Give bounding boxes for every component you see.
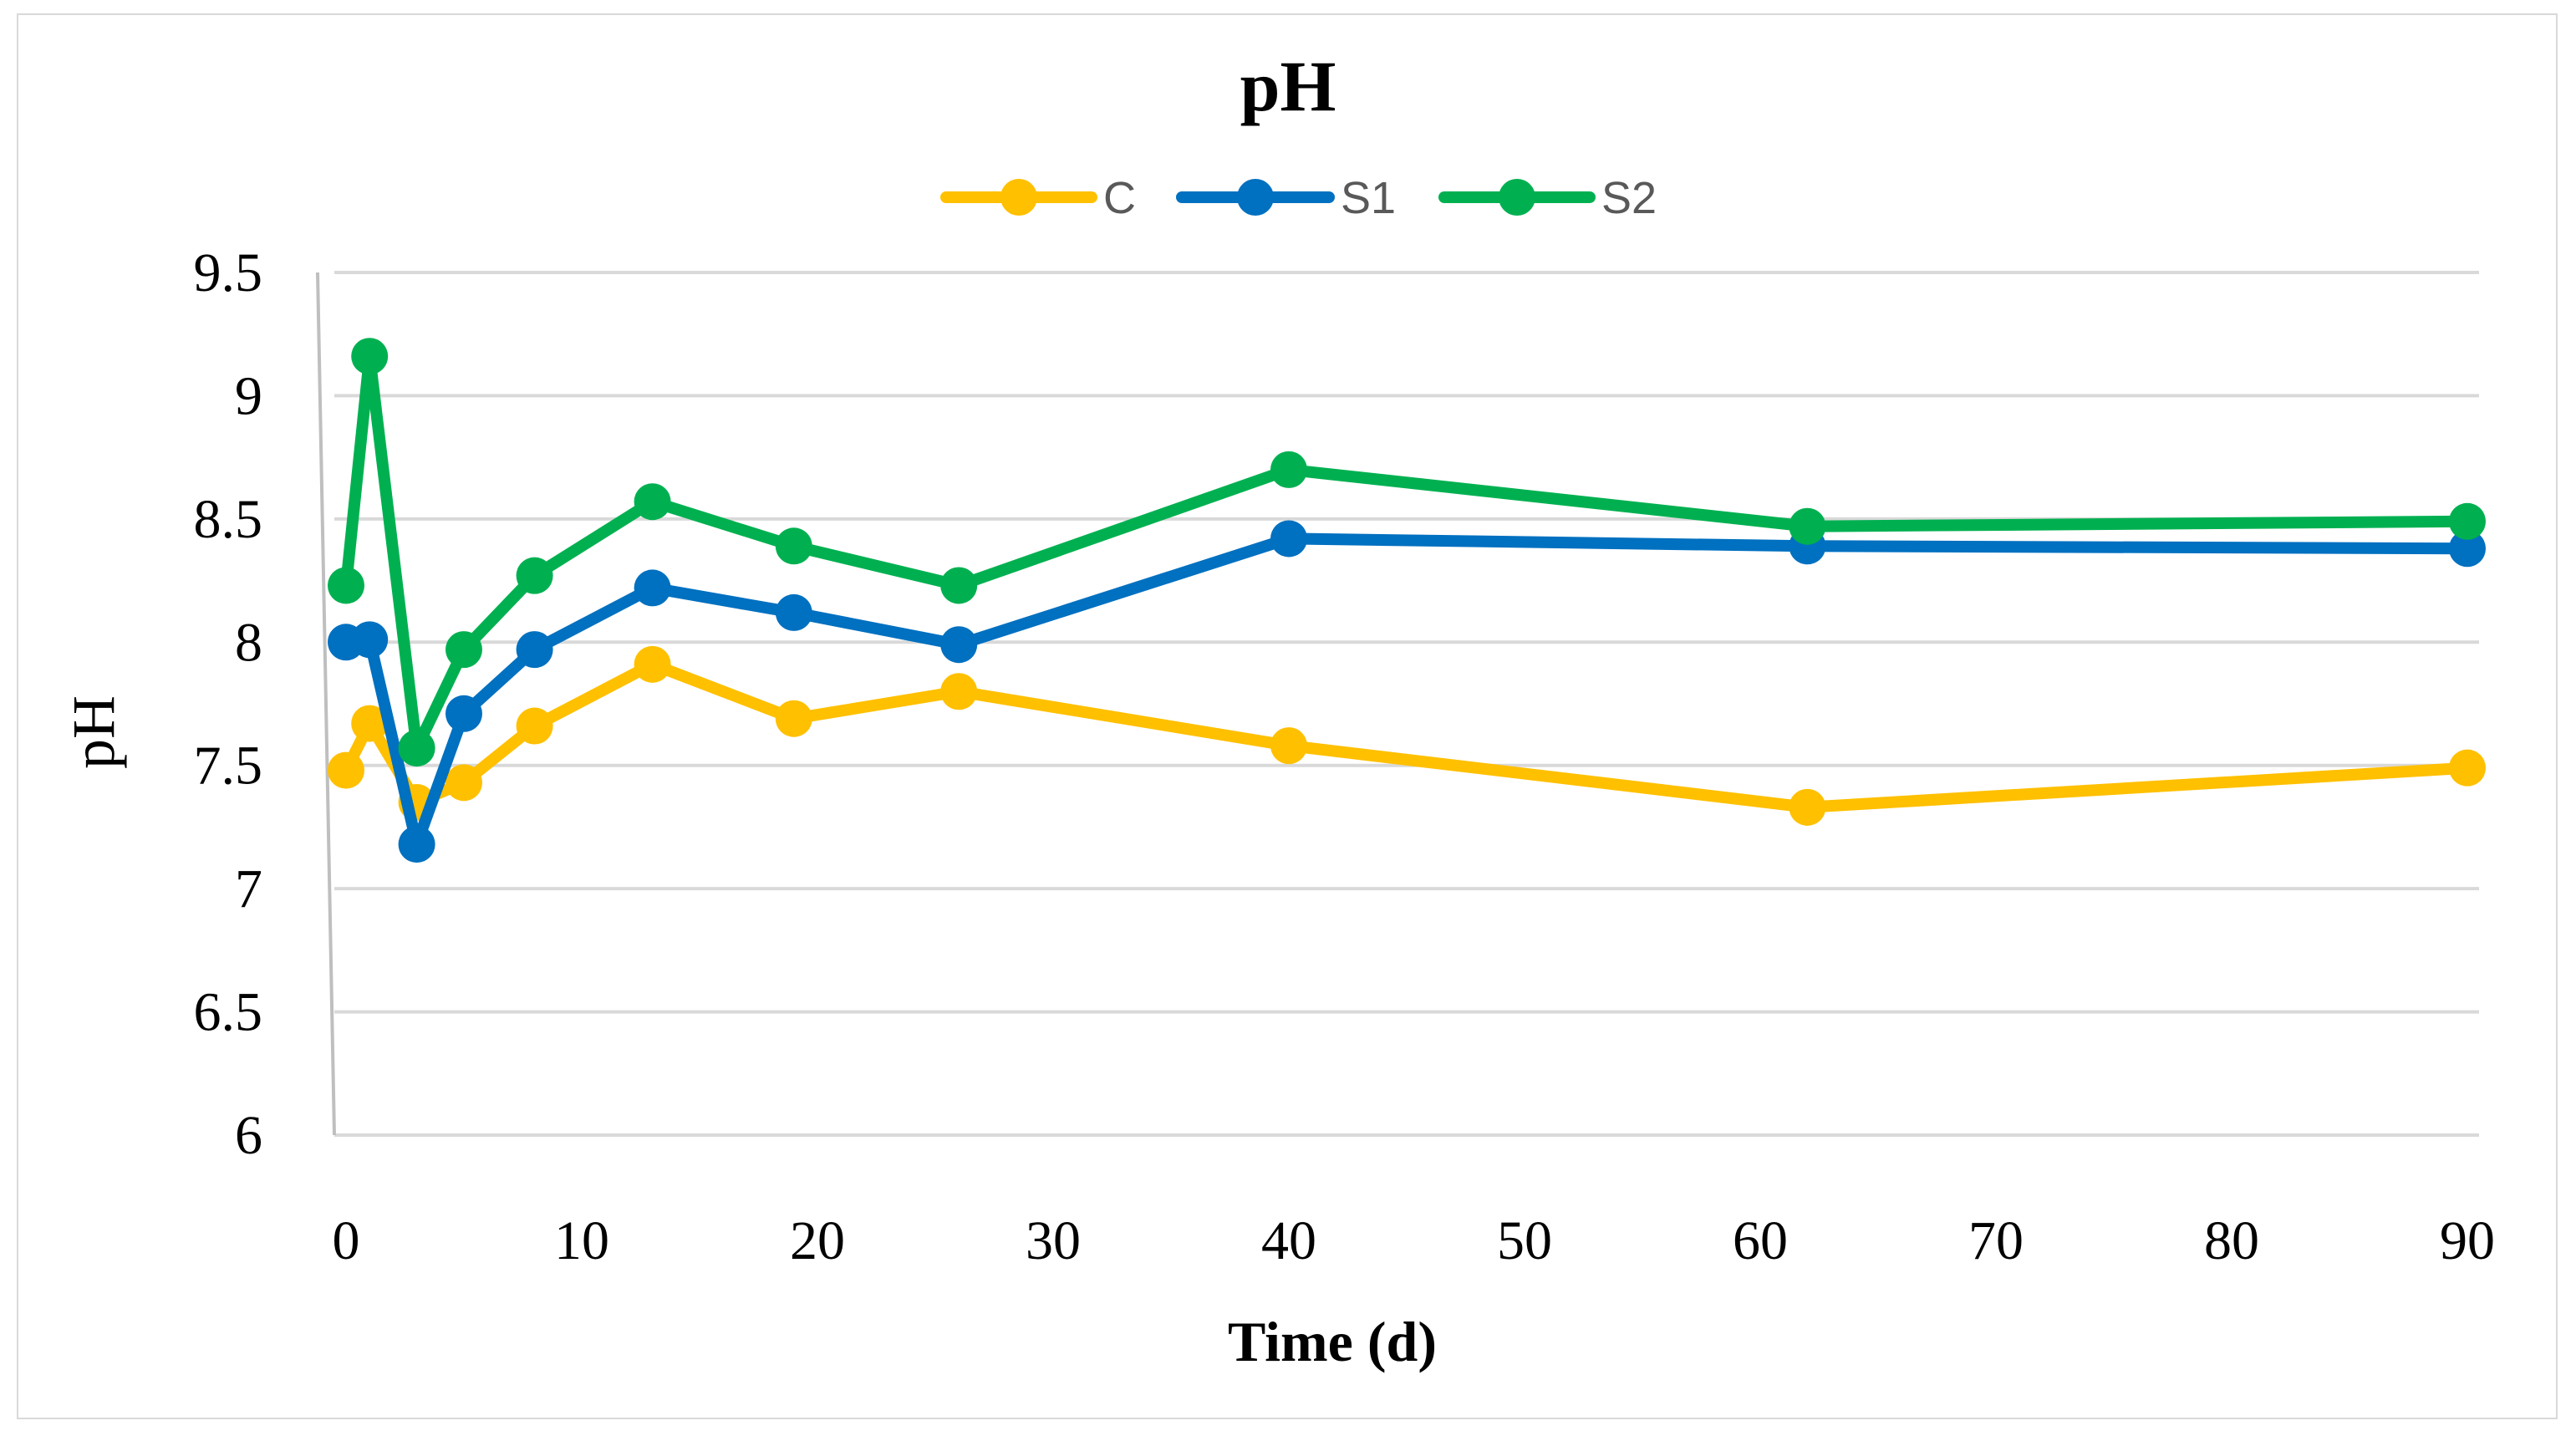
legend-item-s2: S2 — [1438, 173, 1657, 223]
data-point-c — [445, 764, 482, 802]
y-tick-label: 7.5 — [194, 736, 263, 797]
data-point-s1 — [351, 621, 389, 659]
data-point-c — [1789, 788, 1826, 826]
x-tick-label: 70 — [1968, 1210, 2024, 1271]
y-axis-title: pH — [60, 695, 127, 769]
legend-item-c: C — [940, 173, 1136, 223]
axes — [316, 272, 336, 1136]
y-tick-label: 9.5 — [194, 242, 263, 303]
data-point-s2 — [940, 567, 978, 604]
x-tick-label: 80 — [2204, 1210, 2259, 1271]
data-point-s2 — [634, 483, 671, 521]
data-point-c — [2449, 749, 2486, 787]
series-c — [328, 645, 2486, 826]
y-tick-label: 7 — [235, 858, 262, 919]
legend-swatch-marker — [1499, 179, 1535, 216]
data-point-s2 — [775, 527, 812, 565]
data-point-s1 — [940, 626, 978, 664]
y-tick-label: 9 — [235, 365, 262, 426]
y-tick-label: 6.5 — [194, 982, 263, 1043]
data-point-s2 — [351, 338, 389, 375]
data-point-s2 — [328, 567, 364, 604]
chart-frame — [17, 13, 2558, 1419]
x-tick-label: 10 — [554, 1210, 609, 1271]
legend-label: S2 — [1601, 173, 1657, 223]
data-point-s1 — [445, 695, 482, 732]
series-line-c — [340, 658, 2473, 813]
x-tick-label: 40 — [1261, 1210, 1316, 1271]
series-layer — [328, 338, 2486, 863]
data-point-s2 — [445, 631, 482, 669]
x-tick-label: 0 — [333, 1210, 360, 1271]
data-point-c — [351, 705, 389, 742]
data-point-c — [328, 751, 364, 789]
x-tick-label: 50 — [1497, 1210, 1552, 1271]
data-point-s2 — [1789, 507, 1826, 545]
legend-label: C — [1103, 173, 1136, 223]
y-tick-label: 6 — [235, 1105, 262, 1166]
data-point-s1 — [516, 631, 553, 669]
legend: C S1 S2 — [940, 173, 1657, 223]
data-point-s2 — [516, 557, 553, 594]
data-point-c — [940, 673, 978, 710]
y-axis-line — [316, 272, 336, 1136]
data-point-s2 — [1270, 451, 1307, 488]
y-tick-label: 8.5 — [194, 489, 263, 550]
legend-item-s1: S1 — [1176, 173, 1396, 223]
data-point-c — [1270, 727, 1307, 765]
x-axis-ticks: 0 10 20 30 40 50 60 70 80 90 — [333, 1210, 2496, 1271]
data-point-s2 — [398, 730, 435, 767]
x-tick-label: 30 — [1026, 1210, 1081, 1271]
series-s1 — [328, 520, 2486, 863]
data-point-c — [775, 700, 812, 737]
data-point-s1 — [775, 593, 812, 631]
data-point-s1 — [398, 826, 435, 863]
data-point-s1 — [2449, 530, 2486, 568]
gridlines — [334, 271, 2479, 1137]
x-axis-title: Time (d) — [1228, 1310, 1437, 1373]
series-s2 — [328, 338, 2486, 767]
data-point-c — [516, 707, 553, 745]
data-point-c — [634, 645, 671, 683]
x-tick-label: 60 — [1733, 1210, 1788, 1271]
data-point-s2 — [2449, 502, 2486, 540]
x-tick-label: 20 — [790, 1210, 845, 1271]
data-point-s1 — [1270, 520, 1307, 558]
legend-swatch-marker — [1000, 179, 1037, 216]
legend-label: S1 — [1341, 173, 1396, 223]
y-axis-ticks: 6 6.5 7 7.5 8 8.5 9 9.5 — [194, 242, 263, 1166]
data-point-s1 — [634, 569, 671, 607]
y-tick-label: 8 — [235, 612, 262, 673]
legend-swatch-marker — [1237, 179, 1274, 216]
chart-title: pH — [1240, 46, 1336, 126]
x-tick-label: 90 — [2440, 1210, 2495, 1271]
